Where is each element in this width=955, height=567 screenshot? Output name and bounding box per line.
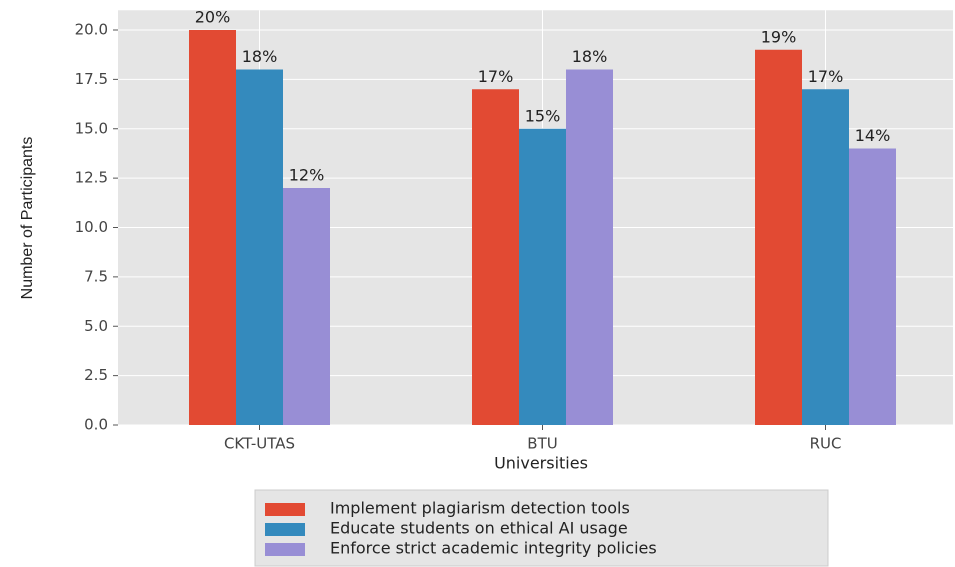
y-tick-label: 10.0 — [75, 218, 108, 236]
data-label: 14% — [855, 126, 891, 145]
y-tick-label: 0.0 — [84, 416, 108, 434]
bar — [236, 69, 283, 425]
bar — [189, 30, 236, 425]
x-tick-label: BTU — [527, 435, 557, 453]
data-label: 19% — [761, 27, 797, 46]
x-tick-label: CKT-UTAS — [224, 435, 295, 453]
bar — [566, 69, 613, 425]
legend-swatch — [265, 543, 305, 556]
legend-label: Enforce strict academic integrity polici… — [330, 539, 657, 558]
data-label: 18% — [242, 47, 278, 66]
y-axis-label: Number of Participants — [19, 137, 36, 300]
bar — [519, 128, 566, 425]
x-axis-label: Universities — [494, 454, 588, 473]
data-label: 17% — [808, 67, 844, 86]
x-tick-label: RUC — [810, 435, 842, 453]
bar — [472, 89, 519, 425]
y-tick-label: 15.0 — [75, 119, 108, 137]
bar — [849, 148, 896, 425]
data-label: 18% — [572, 47, 608, 66]
bar — [755, 49, 802, 425]
y-tick-label: 20.0 — [75, 21, 108, 39]
y-tick-label: 7.5 — [84, 267, 108, 285]
y-tick-label: 2.5 — [84, 366, 108, 384]
bar — [802, 89, 849, 425]
data-label: 20% — [195, 8, 231, 27]
data-label: 17% — [478, 67, 514, 86]
bar — [283, 188, 330, 425]
legend-swatch — [265, 503, 305, 516]
y-tick-label: 12.5 — [75, 169, 108, 187]
y-tick-label: 5.0 — [84, 317, 108, 335]
legend-label: Educate students on ethical AI usage — [330, 519, 628, 538]
data-label: 15% — [525, 106, 561, 125]
legend-label: Implement plagiarism detection tools — [330, 499, 630, 518]
y-tick-label: 17.5 — [75, 70, 108, 88]
legend — [254, 489, 829, 567]
data-label: 12% — [289, 166, 325, 185]
legend-swatch — [265, 523, 305, 536]
